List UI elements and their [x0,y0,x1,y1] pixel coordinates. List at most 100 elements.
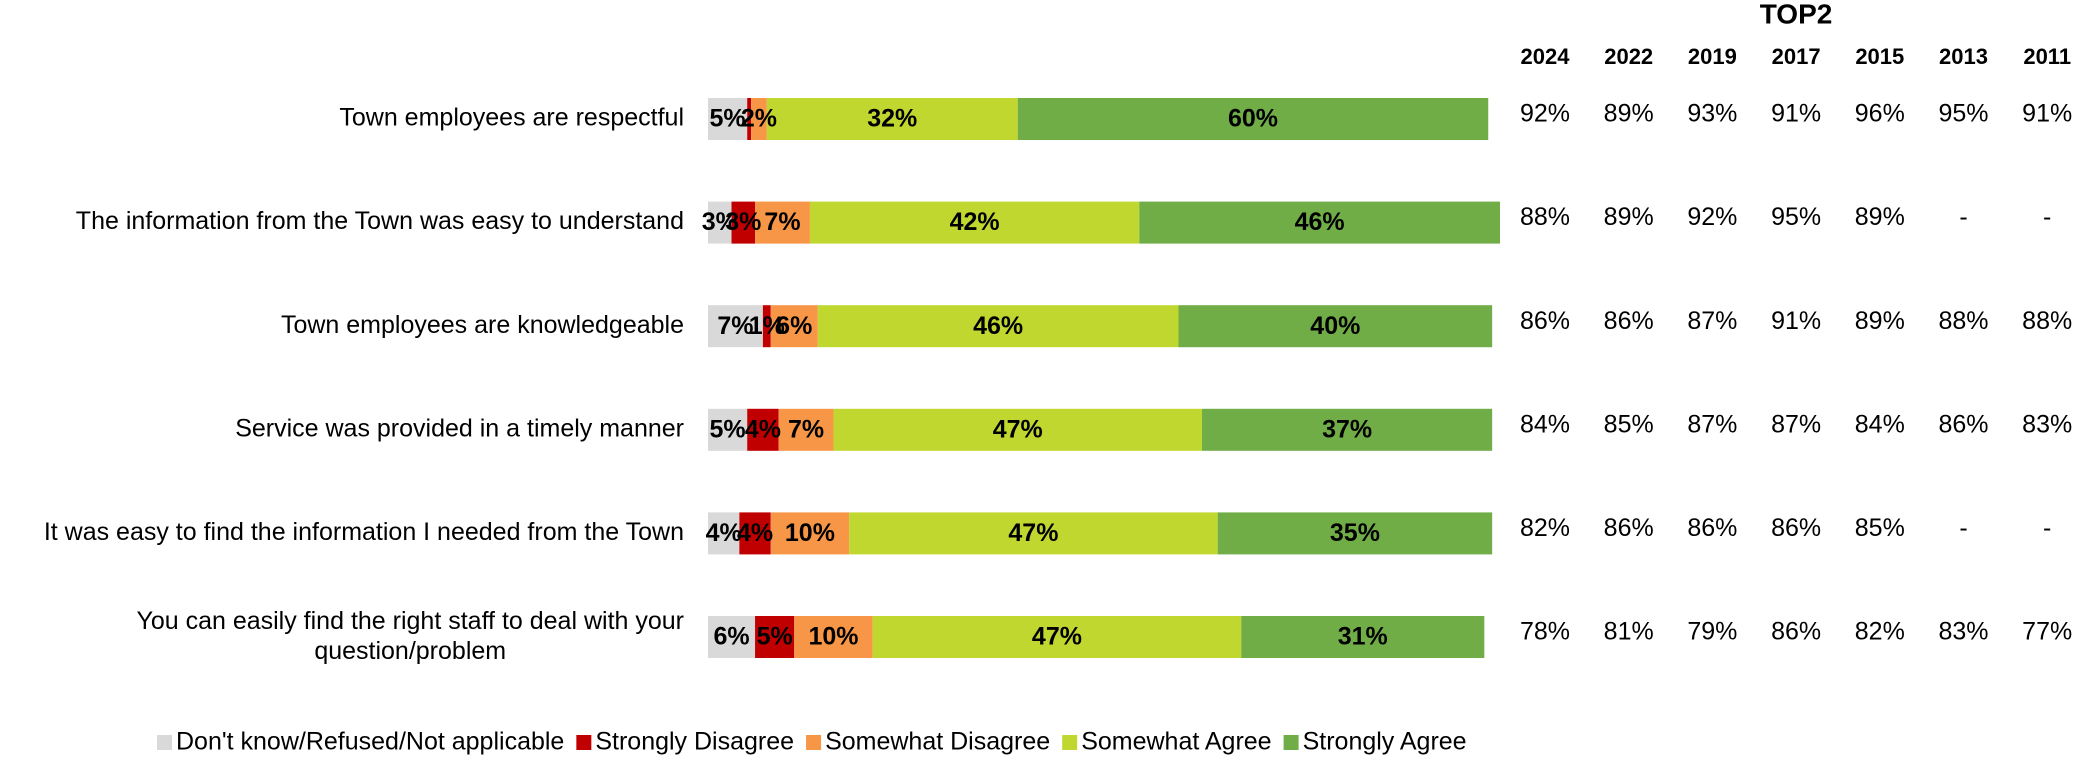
value-label: 5% [757,623,793,651]
bar-segment [708,201,732,244]
legend-label: Strongly Disagree [595,728,794,756]
top2-cell: 85% [1604,410,1654,438]
top2-cell: 82% [1520,514,1570,542]
top2-cell: 91% [2022,100,2072,128]
top2-cell: 88% [1520,203,1570,231]
value-label: 47% [1008,519,1058,547]
legend-label: Strongly Agree [1303,728,1467,756]
bar-segment [755,616,795,658]
bar-segment [1178,305,1493,348]
category-label: You can easily find the right staff to d… [136,607,684,665]
top2-cell: 91% [1771,100,1821,128]
bar-segment [739,512,771,555]
bar-segment [755,201,810,244]
bar-segment [766,98,1018,140]
top2-cell: 86% [1604,307,1654,335]
year-header: 2019 [1688,44,1737,69]
category-label-line: You can easily find the right staff to d… [136,607,684,635]
value-label: 42% [950,208,1000,236]
legend-swatch [157,735,172,750]
top2-cell: 86% [1771,618,1821,646]
value-label: 1% [749,312,785,340]
value-label: 4% [737,519,773,547]
top2-cell: 79% [1687,618,1737,646]
value-label: 5% [710,105,746,133]
value-label: 4% [745,415,781,443]
top2-cell: - [1959,203,1967,231]
top2-cell: 91% [1771,307,1821,335]
legend-swatch [1283,735,1299,750]
category-label: Service was provided in a timely manner [235,414,684,442]
value-label: 6% [776,312,812,340]
value-label: 3% [702,208,738,236]
legend-label: Somewhat Agree [1081,728,1271,756]
bar-segment [1241,616,1485,658]
bar-segment [833,408,1203,451]
top2-cell: 89% [1604,100,1654,128]
top2-cell: - [2043,203,2051,231]
top2-cell: 84% [1520,410,1570,438]
category-label-line: question/problem [314,637,506,665]
top2-cell: 81% [1604,618,1654,646]
top2-cell: - [1959,514,1967,542]
bar-segment [1139,201,1500,244]
top2-cell: 87% [1687,410,1737,438]
top2-cell: 89% [1604,203,1654,231]
value-label: 7% [717,312,753,340]
top2-cell: 87% [1771,410,1821,438]
year-header: 2015 [1855,44,1904,69]
value-label: 31% [1338,623,1388,651]
bar-segment [778,408,834,451]
value-label: 6% [713,623,749,651]
top2-cell: 84% [1855,410,1905,438]
top2-cell: - [2043,514,2051,542]
top2-cell: 88% [1938,307,1988,335]
top2-cell: 77% [2022,618,2072,646]
bar-segment [770,305,818,348]
top2-cell: 82% [1855,618,1905,646]
top2-cell: 83% [2022,410,2072,438]
year-header: 2017 [1772,44,1821,69]
top2-cell: 96% [1855,100,1905,128]
category-label: Town employees are knowledgeable [281,311,684,339]
top2-cell: 86% [1687,514,1737,542]
bar-segment [1017,98,1489,140]
top2-cell: 83% [1938,618,1988,646]
value-label: 47% [1032,623,1082,651]
legend-swatch [576,735,592,750]
value-label: 3% [725,208,761,236]
legend-swatch [1062,735,1078,750]
year-header: 2011 [2023,44,2071,69]
year-header: 2022 [1604,44,1653,69]
value-label: 46% [1295,208,1345,236]
top2-cell: 95% [1771,203,1821,231]
top2-cell: 86% [1604,514,1654,542]
top2-cell: 89% [1855,307,1905,335]
top2-cell: 86% [1520,307,1570,335]
bar-segment [770,512,850,555]
bar-segment [708,512,740,555]
top2-cell: 88% [2022,307,2072,335]
value-label: 2% [741,105,777,133]
year-header: 2013 [1939,44,1988,69]
bar-segment [809,201,1140,244]
value-label: 10% [785,519,835,547]
bar-segment [708,98,748,140]
top2-cell: 87% [1687,307,1737,335]
value-label: 7% [788,415,824,443]
legend-label: Don't know/Refused/Not applicable [176,728,564,756]
legend-label: Somewhat Disagree [825,728,1050,756]
bar-segment [817,305,1179,348]
bar-segment [762,305,771,348]
value-label: 46% [973,312,1023,340]
value-label: 60% [1228,105,1278,133]
category-label: The information from the Town was easy t… [76,207,684,235]
bar-segment [794,616,873,658]
bar-segment [751,98,767,140]
value-label: 5% [710,415,746,443]
value-label: 40% [1310,312,1360,340]
value-label: 10% [808,623,858,651]
year-header: 2024 [1521,44,1571,69]
top2-cell: 92% [1520,100,1570,128]
